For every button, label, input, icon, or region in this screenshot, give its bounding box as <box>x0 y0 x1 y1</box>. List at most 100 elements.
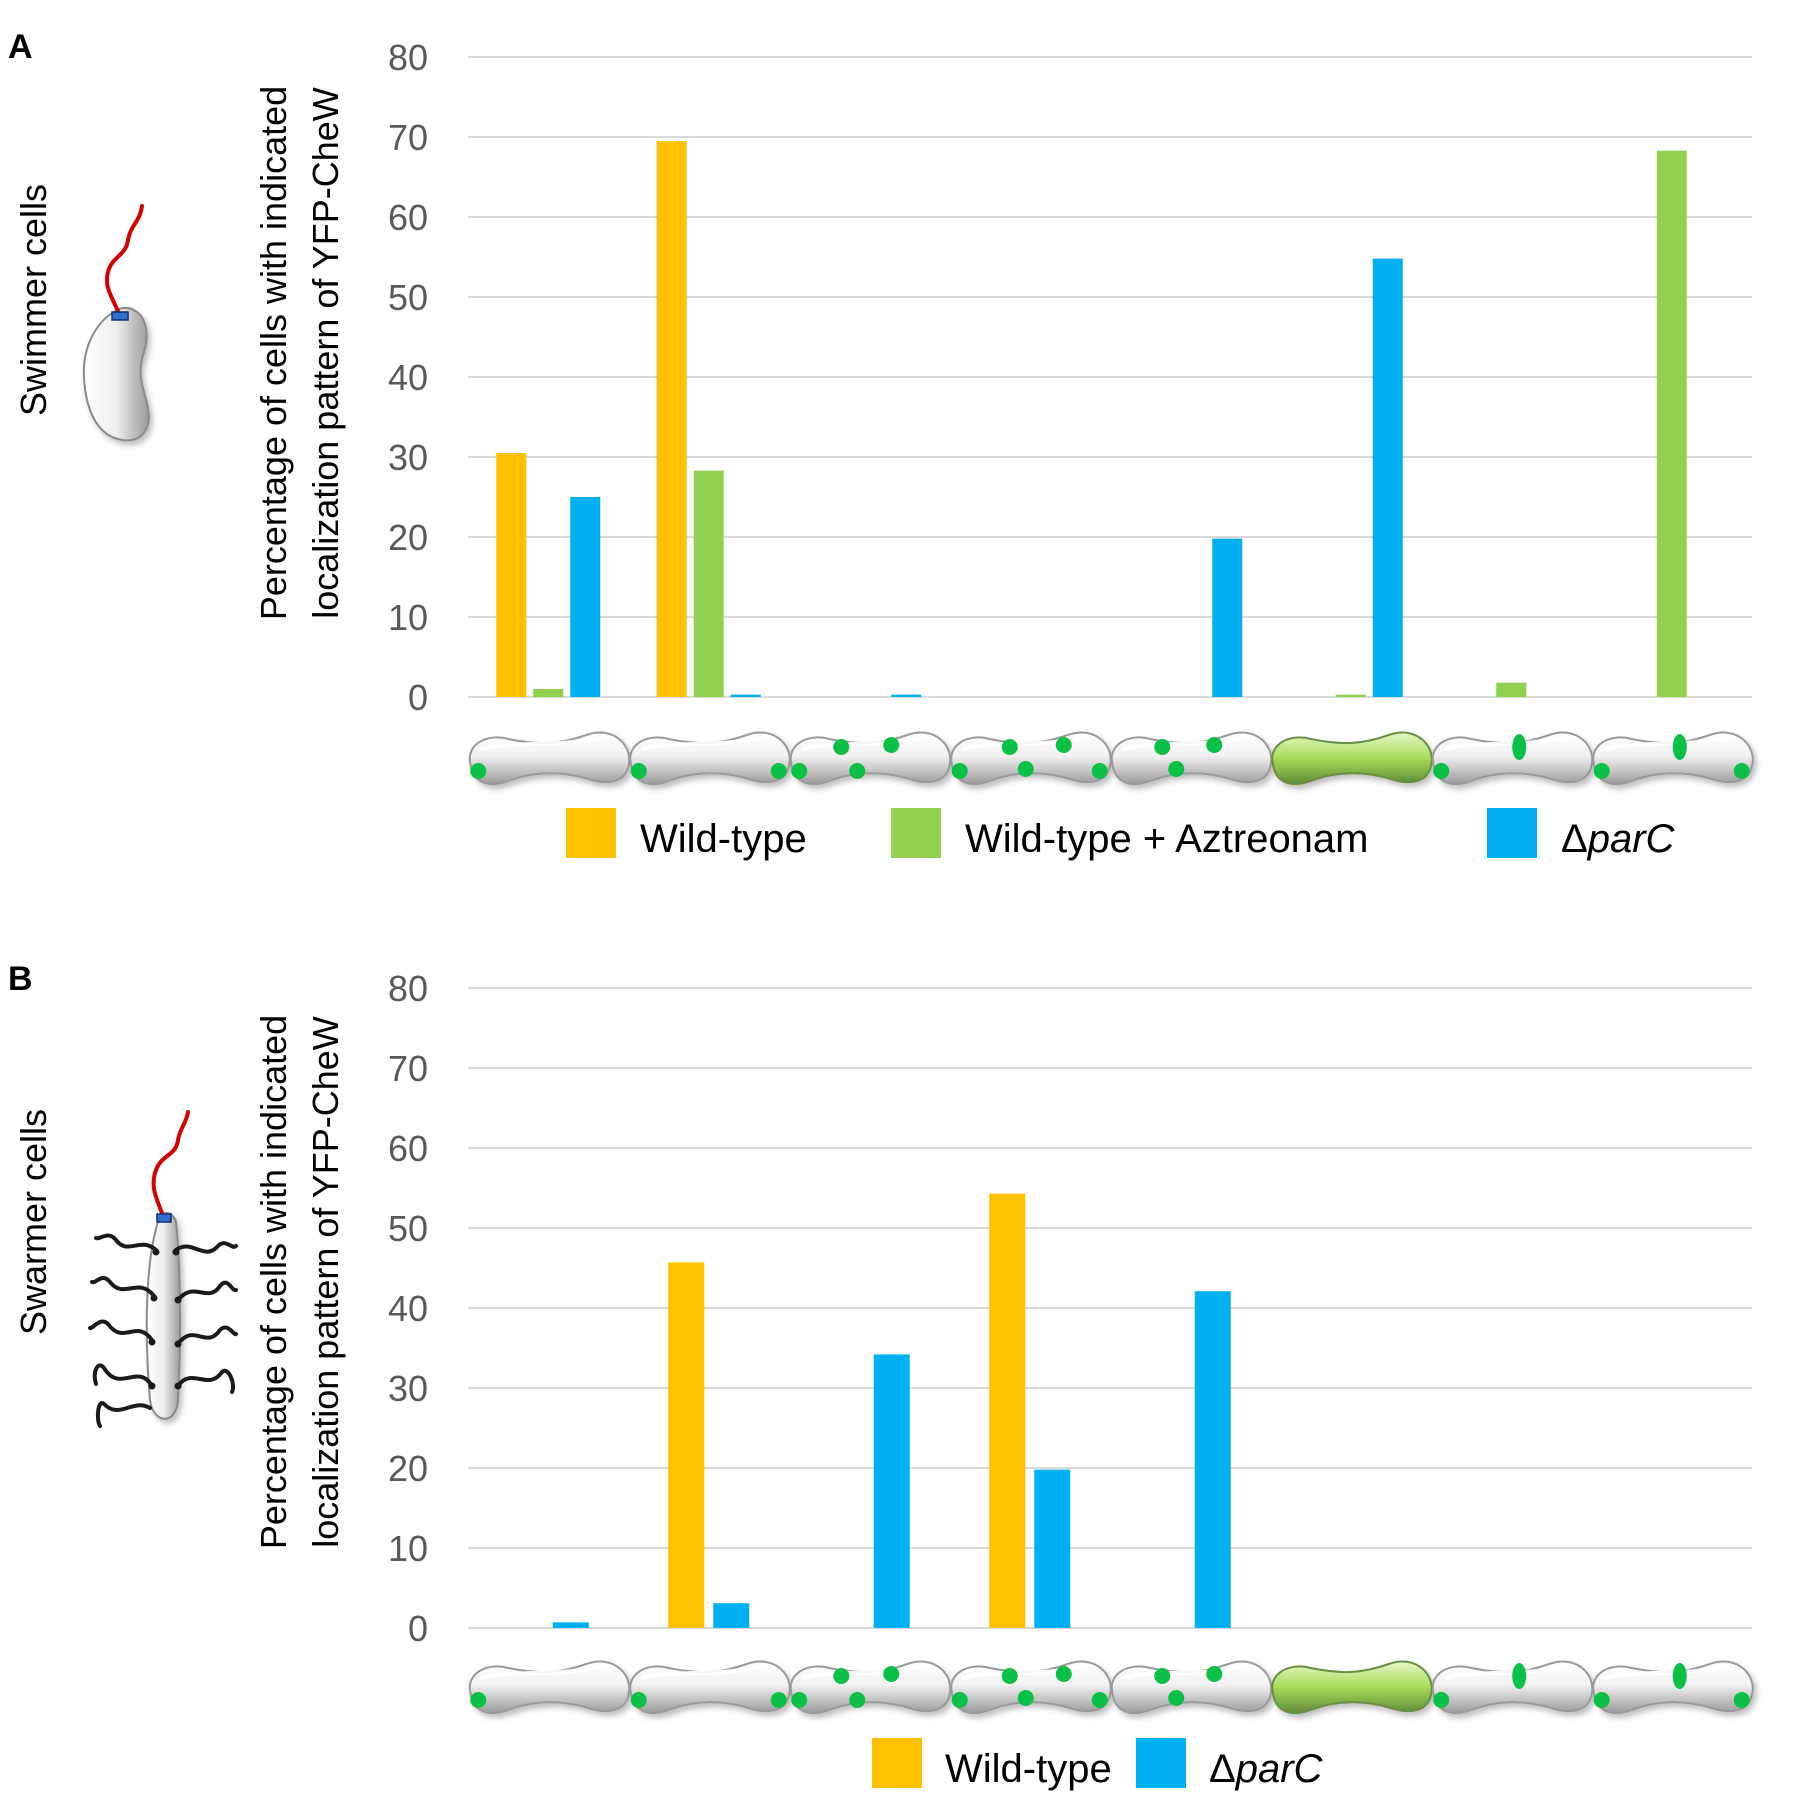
legend-label: Wild-type <box>640 817 807 861</box>
y-tick-label: 10 <box>388 1528 428 1569</box>
panel-a-label: A <box>8 28 33 66</box>
bar--parc-diffuse <box>1372 258 1403 697</box>
y-tick-label: 10 <box>388 597 428 638</box>
panel-b-ylabel-line1: Percentage of cells with indicated <box>253 1015 294 1549</box>
legend-swatch <box>872 1738 922 1788</box>
swarmer-cell-illustration <box>88 1110 238 1428</box>
panel-a-side-label: Swimmer cells <box>13 184 54 416</box>
legend-swatch <box>1136 1738 1186 1788</box>
panel-a-bars <box>496 141 1687 698</box>
bar--parc-lateral-3 <box>891 694 922 697</box>
swimmer-cell-illustration <box>82 204 150 442</box>
bar--parc-lateral-2 <box>1194 1291 1231 1628</box>
panel-b-y-axis-title: Percentage of cells with indicated local… <box>253 1015 346 1549</box>
y-tick-label: 80 <box>388 37 428 78</box>
category-cell-icon <box>1271 731 1433 786</box>
panel-b-side-label: Swarmer cells <box>13 1109 54 1335</box>
yfp-chew-spot <box>1206 1666 1223 1682</box>
y-tick-label: 20 <box>388 517 428 558</box>
y-tick-label: 50 <box>388 277 428 318</box>
category-cell-icon <box>1110 1660 1273 1715</box>
y-tick-label: 70 <box>388 117 428 158</box>
y-tick-label: 80 <box>388 968 428 1009</box>
panel-b-legend: Wild-type ΔparC <box>872 1738 1324 1791</box>
yfp-chew-spot <box>1168 1690 1185 1706</box>
y-tick-label: 0 <box>408 677 428 718</box>
panel-b-gridlines <box>468 987 1752 1629</box>
bar-wild-type-bipolar <box>656 141 687 697</box>
panel-a-y-ticks: 0 10 20 30 40 50 60 70 80 <box>388 37 428 718</box>
yfp-chew-spot <box>1091 1692 1108 1708</box>
yfp-chew-spot <box>470 763 487 779</box>
yfp-chew-spot <box>833 739 850 755</box>
category-cell-icon <box>950 1660 1112 1715</box>
yfp-chew-spot <box>1168 761 1185 777</box>
category-cell-icon <box>1592 1660 1754 1715</box>
yfp-chew-spot <box>951 763 968 779</box>
bar--parc-unipolar <box>552 1622 589 1628</box>
y-tick-label: 40 <box>388 357 428 398</box>
yfp-chew-spot <box>1154 739 1171 755</box>
yfp-chew-spot <box>1672 1663 1687 1689</box>
category-cell-icon <box>629 731 791 786</box>
yfp-chew-spot <box>1001 739 1018 755</box>
panel-a: A Swimmer cells Percentage of cells with… <box>8 28 1754 861</box>
panel-b-ylabel-line2: localization pattern of YFP-CheW <box>305 1016 346 1548</box>
yfp-chew-spot <box>849 1692 866 1708</box>
yfp-chew-spot <box>1433 1692 1450 1708</box>
yfp-chew-spot <box>1091 763 1108 779</box>
yfp-chew-spot <box>770 763 787 779</box>
yfp-chew-spot <box>849 763 866 779</box>
category-cell-icon <box>629 1660 791 1715</box>
yfp-chew-spot <box>883 1666 900 1682</box>
yfp-chew-spot <box>470 1692 487 1708</box>
panel-b-bars <box>552 1193 1231 1628</box>
panel-b-category-cells <box>468 1660 1754 1715</box>
yfp-chew-spot <box>1733 763 1750 779</box>
legend-swatch <box>566 808 616 858</box>
yfp-chew-spot <box>791 1692 808 1708</box>
category-cell-icon <box>1592 731 1754 786</box>
yfp-chew-spot <box>1433 763 1450 779</box>
yfp-chew-spot <box>1512 1663 1527 1689</box>
yfp-chew-spot <box>1017 761 1034 777</box>
bar-wild-type-aztreonam-diffuse <box>1335 694 1366 697</box>
y-tick-label: 70 <box>388 1048 428 1089</box>
yfp-chew-spot <box>1055 1666 1072 1682</box>
panel-b: B Swarmer cells Percentage of cells with… <box>8 960 1754 1791</box>
category-cell-icon <box>468 1660 631 1715</box>
yfp-chew-spot <box>1733 1692 1750 1708</box>
panel-a-legend: Wild-type Wild-type + Aztreonam ΔparC <box>566 808 1676 861</box>
yfp-chew-spot <box>1055 737 1072 753</box>
bar--parc-bipolar <box>713 1603 750 1628</box>
category-cell-icon <box>1431 731 1594 786</box>
category-cell-icon <box>950 731 1112 786</box>
bar-wild-type-aztreonam-unipolar <box>533 689 564 697</box>
legend-swatch <box>1487 808 1537 858</box>
category-cell-icon <box>1110 731 1273 786</box>
yfp-chew-spot <box>1001 1668 1018 1684</box>
yfp-chew-spot <box>770 1692 787 1708</box>
yfp-chew-spot <box>791 763 808 779</box>
category-cell-icon <box>1271 1660 1433 1715</box>
panel-a-ylabel-line1: Percentage of cells with indicated <box>253 86 294 620</box>
y-tick-label: 40 <box>388 1288 428 1329</box>
yfp-chew-spot <box>630 1692 647 1708</box>
yfp-chew-spot <box>1593 763 1610 779</box>
panel-b-label: B <box>8 960 33 998</box>
panel-b-y-ticks: 0 10 20 30 40 50 60 70 80 <box>388 968 428 1649</box>
y-tick-label: 60 <box>388 197 428 238</box>
category-cell-icon <box>789 731 952 786</box>
bar-wild-type-aztreonam-bipolar-mid <box>1656 150 1687 698</box>
legend-label: Wild-type <box>945 1747 1112 1791</box>
yfp-chew-spot <box>1672 734 1687 760</box>
bar-wild-type-aztreonam-bipolar <box>693 470 724 697</box>
bar-wild-type-bipolar-lateral <box>989 1193 1026 1628</box>
bar--parc-bipolar-lateral <box>1034 1469 1071 1628</box>
y-tick-label: 0 <box>408 1608 428 1649</box>
bar--parc-lateral-2 <box>1212 538 1243 697</box>
bar-wild-type-aztreonam-pole-mid <box>1496 682 1527 697</box>
legend-label: ΔparC <box>1561 817 1676 861</box>
y-tick-label: 60 <box>388 1128 428 1169</box>
legend-label: Wild-type + Aztreonam <box>965 817 1369 861</box>
